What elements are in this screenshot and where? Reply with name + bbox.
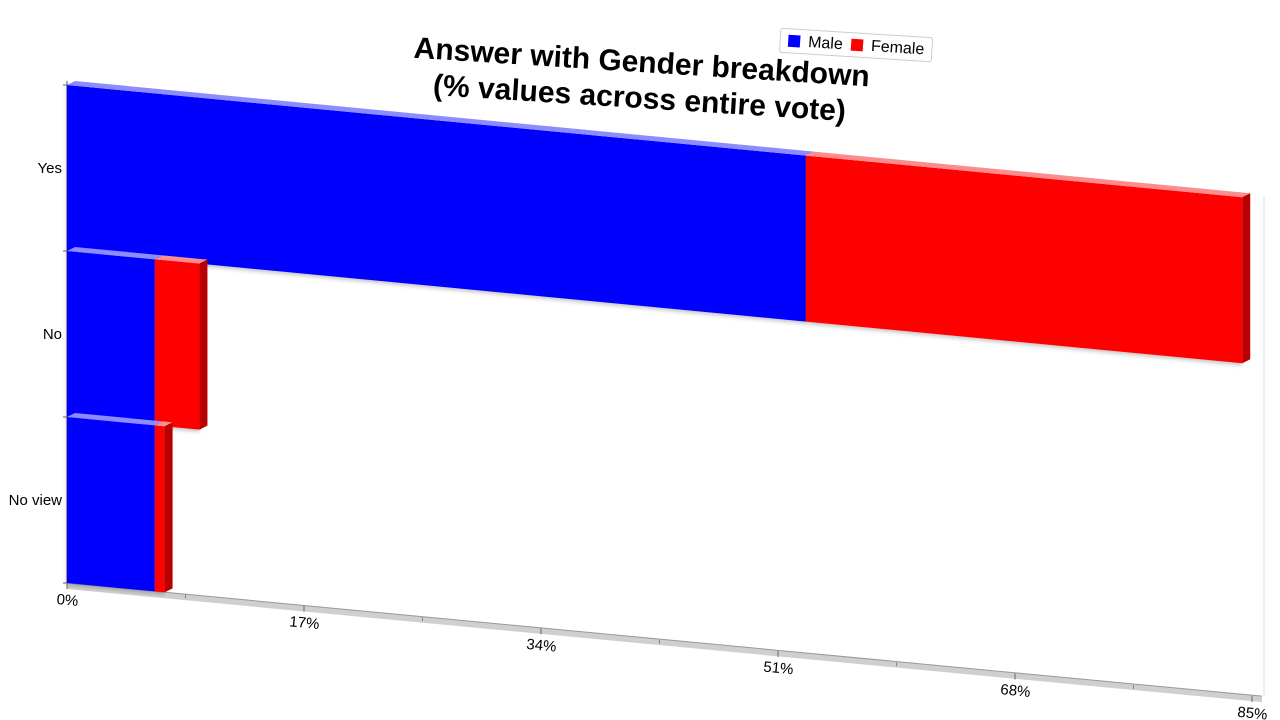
x-axis-line: [66, 582, 1263, 697]
legend-label-female: Female: [870, 38, 924, 58]
legend-label-male: Male: [808, 34, 844, 53]
legend: Male Female: [779, 27, 934, 63]
x-tick-label: 17%: [289, 613, 320, 633]
category-label: Yes: [38, 160, 62, 177]
x-tick-label: 34%: [526, 636, 557, 656]
bar-top-face: [805, 151, 1251, 198]
plot-area: Yes No No view 0% 17% 34% 51% 68% 85%: [9, 81, 1268, 720]
bar-female-yes: [805, 155, 1243, 364]
x-tick-label: 68%: [1000, 681, 1031, 701]
legend-swatch-male: [787, 34, 801, 48]
bar-female-no-view: [154, 425, 165, 593]
legend-swatch-female: [850, 38, 864, 52]
bar-side-face: [164, 422, 173, 593]
bar-male-no-view: [67, 417, 155, 592]
bar-female-no: [154, 259, 200, 430]
bar-top-face: [154, 255, 208, 264]
bar-side-face: [1242, 193, 1251, 364]
bar-top-face: [67, 81, 814, 156]
category-label: No view: [9, 492, 63, 509]
bar-top-face: [154, 421, 173, 427]
x-tick-label: 85%: [1237, 704, 1268, 720]
bar-side-face: [199, 259, 208, 430]
bar-top-face: [67, 247, 163, 260]
bar-male-yes: [67, 85, 806, 322]
category-label: No: [43, 326, 62, 343]
bar-male-no: [67, 251, 155, 426]
bar-top-face: [67, 413, 163, 426]
x-axis-floor: [67, 583, 1262, 703]
x-tick-label: 51%: [763, 659, 794, 679]
x-tick-label: 0%: [56, 591, 79, 610]
